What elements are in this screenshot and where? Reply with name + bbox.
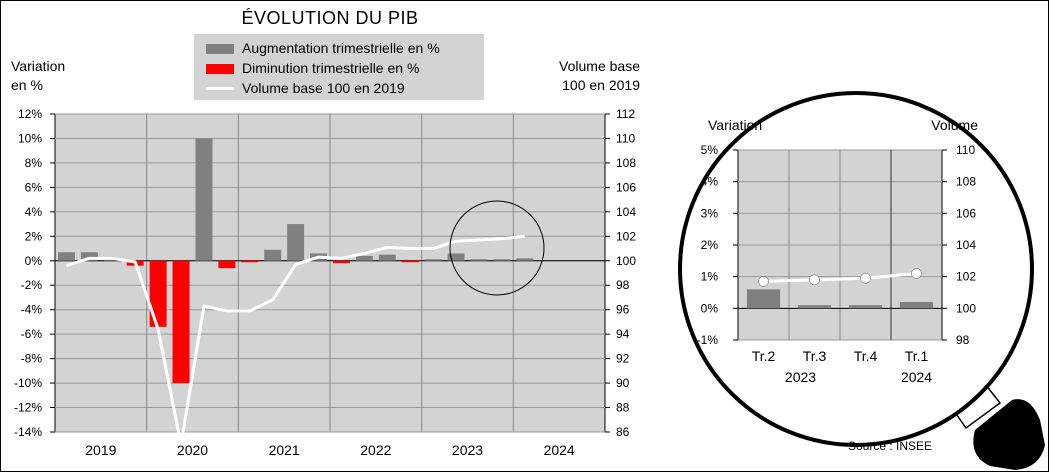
- zoom-bar-4: [899, 302, 934, 309]
- zoom-volume-point: [809, 274, 820, 286]
- chart-title: ÉVOLUTION DU PIB: [241, 8, 419, 28]
- y2-tick-label: 96: [616, 303, 630, 317]
- y2-tick-label: 98: [616, 278, 630, 292]
- bar-q17: [424, 259, 442, 261]
- bar-q21: [516, 258, 534, 261]
- y2-tick-label: 106: [616, 180, 636, 194]
- x-year-label: 2023: [452, 442, 483, 458]
- zoom-y2-tick-label: 100: [956, 301, 976, 315]
- y-tick-label: 6%: [25, 180, 43, 194]
- zoom-y-tick-label: 5%: [701, 143, 719, 157]
- zoom-y-tick-label: 3%: [701, 206, 719, 220]
- zoom-y-tick-label: 1%: [701, 270, 719, 284]
- zoom-y2-tick-label: 110: [956, 143, 975, 157]
- x-year-label: 2022: [360, 442, 391, 458]
- legend-label: Diminution trimestrielle en %: [242, 60, 420, 76]
- x-year-label: 2019: [85, 442, 116, 458]
- y2-tick-label: 110: [616, 131, 635, 145]
- y2-tick-label: 112: [616, 107, 635, 121]
- y-tick-label: 10%: [18, 131, 42, 145]
- y2-tick-label: 88: [616, 401, 630, 415]
- bar-q14: [355, 255, 373, 261]
- y-tick-label: 4%: [25, 205, 43, 219]
- y-tick-label: -12%: [14, 401, 42, 415]
- y2-tick-label: 104: [616, 205, 636, 219]
- y2-tick-label: 108: [616, 156, 636, 170]
- y2-tick-label: 100: [616, 254, 636, 268]
- zoom-quarter-label: Tr.1: [905, 348, 929, 364]
- bar-q6: [172, 260, 190, 384]
- legend-swatch-gray: [206, 44, 234, 54]
- y-tick-label: -4%: [21, 303, 43, 317]
- y-tick-label: -14%: [14, 425, 42, 439]
- legend-label: Augmentation trimestrielle en %: [242, 40, 440, 56]
- zoom-volume-line: [763, 272, 917, 283]
- zoom-y-tick-label: 2%: [701, 238, 719, 252]
- zoom-y2-tick-label: 104: [956, 238, 976, 252]
- x-year-label: 2024: [544, 442, 575, 458]
- y-tick-label: 0%: [25, 254, 43, 268]
- x-year-label: 2020: [177, 442, 208, 458]
- zoom-right-axis-title: Volume: [931, 117, 978, 133]
- y-tick-label: -10%: [14, 376, 42, 390]
- bar-q19: [470, 259, 488, 261]
- zoom-year-label: 2024: [901, 369, 932, 385]
- bar-q8: [218, 260, 236, 269]
- legend: Augmentation trimestrielle en % Diminuti…: [194, 34, 484, 100]
- bar-q9: [241, 260, 259, 263]
- legend-swatch-white-line: [206, 87, 234, 90]
- y2-tick-label: 102: [616, 229, 636, 243]
- legend-swatch-red: [206, 64, 234, 74]
- y-tick-label: 8%: [25, 156, 43, 170]
- bar-q20: [493, 259, 511, 261]
- zoom-y-tick-label: 4%: [701, 175, 719, 189]
- left-axis-title: Variation en %: [11, 58, 66, 93]
- bar-q3: [103, 259, 121, 261]
- zoom-y2-tick-label: 102: [956, 270, 976, 284]
- source-note: Source : INSEE: [848, 439, 933, 453]
- bar-q11: [287, 224, 305, 261]
- zoom-year-label: 2023: [785, 369, 816, 385]
- y-tick-label: -6%: [21, 327, 43, 341]
- bar-q1: [57, 252, 75, 261]
- zoom-y2-tick-label: 108: [956, 175, 976, 189]
- zoom-y2-tick-label: 106: [956, 206, 976, 220]
- zoom-y-tick-label: -1%: [697, 333, 719, 347]
- magnifier-handle: [973, 399, 1045, 470]
- bar-q16: [401, 260, 419, 263]
- y2-tick-label: 86: [616, 425, 630, 439]
- right-axis-title: Volume base 100 en 2019: [559, 58, 640, 93]
- zoom-quarter-label: Tr.2: [752, 348, 776, 364]
- zoom-bar-3: [848, 305, 883, 309]
- y2-tick-label: 94: [616, 327, 630, 341]
- zoom-bar-2: [797, 305, 832, 309]
- legend-label: Volume base 100 en 2019: [242, 80, 405, 96]
- y-tick-label: -8%: [21, 352, 43, 366]
- bar-q5: [149, 260, 167, 327]
- bar-q2: [80, 252, 98, 261]
- bar-q13: [332, 260, 350, 264]
- zoom-volume-point: [758, 276, 769, 287]
- y-tick-label: -2%: [21, 278, 43, 292]
- zoom-quarter-label: Tr.4: [854, 348, 878, 364]
- zoom-quarter-label: Tr.3: [803, 348, 827, 364]
- y-tick-label: 2%: [25, 229, 43, 243]
- zoom-indicator-circle: [449, 200, 545, 296]
- y2-tick-label: 92: [616, 352, 630, 366]
- volume-line: [66, 234, 525, 446]
- y-tick-label: 12%: [18, 107, 42, 121]
- zoom-y-tick-label: 0%: [701, 301, 719, 315]
- zoom-y2-tick-label: 98: [956, 333, 970, 347]
- zoom-left-axis-title: Variation: [708, 117, 762, 133]
- zoom-bar-1: [746, 289, 781, 309]
- bar-q15: [378, 254, 396, 261]
- y2-tick-label: 90: [616, 376, 630, 390]
- bar-q7: [195, 138, 213, 261]
- zoom-volume-point: [911, 268, 922, 279]
- bar-q10: [264, 249, 282, 261]
- bar-q18: [447, 253, 465, 261]
- x-year-label: 2021: [269, 442, 300, 458]
- zoom-volume-point: [860, 273, 871, 284]
